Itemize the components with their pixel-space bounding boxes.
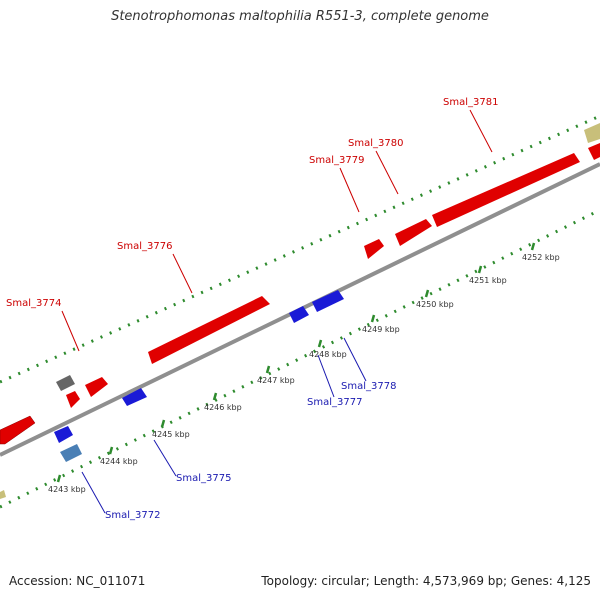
- label-leader-line: [153, 439, 177, 477]
- major-tick: [265, 365, 271, 374]
- tick-label: 4245 kbp: [152, 430, 190, 439]
- gene-block[interactable]: [66, 391, 80, 408]
- gene-block[interactable]: [85, 377, 108, 397]
- gene-label[interactable]: Smal_3777: [307, 397, 362, 408]
- label-leader-line: [61, 310, 80, 352]
- gene-block[interactable]: [432, 153, 580, 227]
- label-leader-line: [343, 337, 367, 382]
- gene-label[interactable]: Smal_3775: [176, 473, 231, 484]
- tick-label: 4249 kbp: [362, 325, 400, 334]
- feature-block[interactable]: [584, 123, 600, 143]
- tick-label: 4251 kbp: [469, 276, 507, 285]
- feature-block[interactable]: [0, 490, 6, 499]
- forward-genes: [0, 123, 600, 445]
- major-tick: [530, 242, 536, 251]
- tick-label: 4247 kbp: [257, 376, 295, 385]
- major-tick: [56, 474, 62, 483]
- gene-labels: Smal_3774 Smal_3776 Smal_3779 Smal_3780 Smal…: [6, 97, 498, 521]
- gene-label[interactable]: Smal_3774: [6, 298, 61, 309]
- label-leader-line: [172, 253, 193, 294]
- gene-block[interactable]: [148, 296, 270, 364]
- gene-block[interactable]: [54, 426, 73, 443]
- gene-block[interactable]: [588, 143, 600, 160]
- map-title: Stenotrophomonas maltophilia R551-3, com…: [111, 9, 489, 24]
- forward-track-guide: [0, 114, 600, 384]
- gene-block[interactable]: [364, 239, 384, 259]
- label-leader-line: [375, 150, 399, 195]
- tick-label: 4243 kbp: [48, 485, 86, 494]
- gene-block[interactable]: [0, 415, 36, 445]
- label-leader-line: [469, 109, 493, 153]
- gene-label[interactable]: Smal_3780: [348, 138, 403, 149]
- major-tick: [317, 339, 323, 348]
- gene-block[interactable]: [122, 388, 147, 406]
- major-tick: [477, 265, 483, 274]
- major-tick: [212, 392, 218, 401]
- label-leader-line: [81, 471, 106, 514]
- genome-summary: Topology: circular; Length: 4,573,969 bp…: [261, 574, 591, 588]
- gene-label[interactable]: Smal_3781: [443, 97, 498, 108]
- reverse-genes: [0, 290, 344, 499]
- gene-block[interactable]: [60, 444, 82, 462]
- gene-block[interactable]: [395, 219, 432, 246]
- major-tick: [160, 419, 166, 428]
- scale-ticks: 4243 kbp 4244 kbp 4245 kbp 4246 kbp 4247 kbp…: [48, 242, 560, 494]
- gene-label[interactable]: Smal_3778: [341, 381, 396, 392]
- gene-block[interactable]: [312, 290, 344, 312]
- accession-text: Accession: NC_011071: [9, 574, 146, 588]
- gene-block[interactable]: [289, 306, 309, 323]
- major-tick: [108, 446, 114, 455]
- gene-label[interactable]: Smal_3772: [105, 510, 160, 521]
- tick-label: 4248 kbp: [309, 350, 347, 359]
- feature-block[interactable]: [56, 375, 75, 391]
- gene-label[interactable]: Smal_3779: [309, 155, 364, 166]
- tick-label: 4250 kbp: [416, 300, 454, 309]
- tick-label: 4246 kbp: [204, 403, 242, 412]
- label-leader-line: [317, 354, 335, 398]
- label-leader-line: [339, 167, 360, 213]
- major-tick: [370, 314, 376, 323]
- reverse-track-guide: [0, 208, 600, 509]
- gene-label[interactable]: Smal_3776: [117, 241, 172, 252]
- tick-label: 4244 kbp: [100, 457, 138, 466]
- tick-label: 4252 kbp: [522, 253, 560, 262]
- major-tick: [424, 289, 430, 298]
